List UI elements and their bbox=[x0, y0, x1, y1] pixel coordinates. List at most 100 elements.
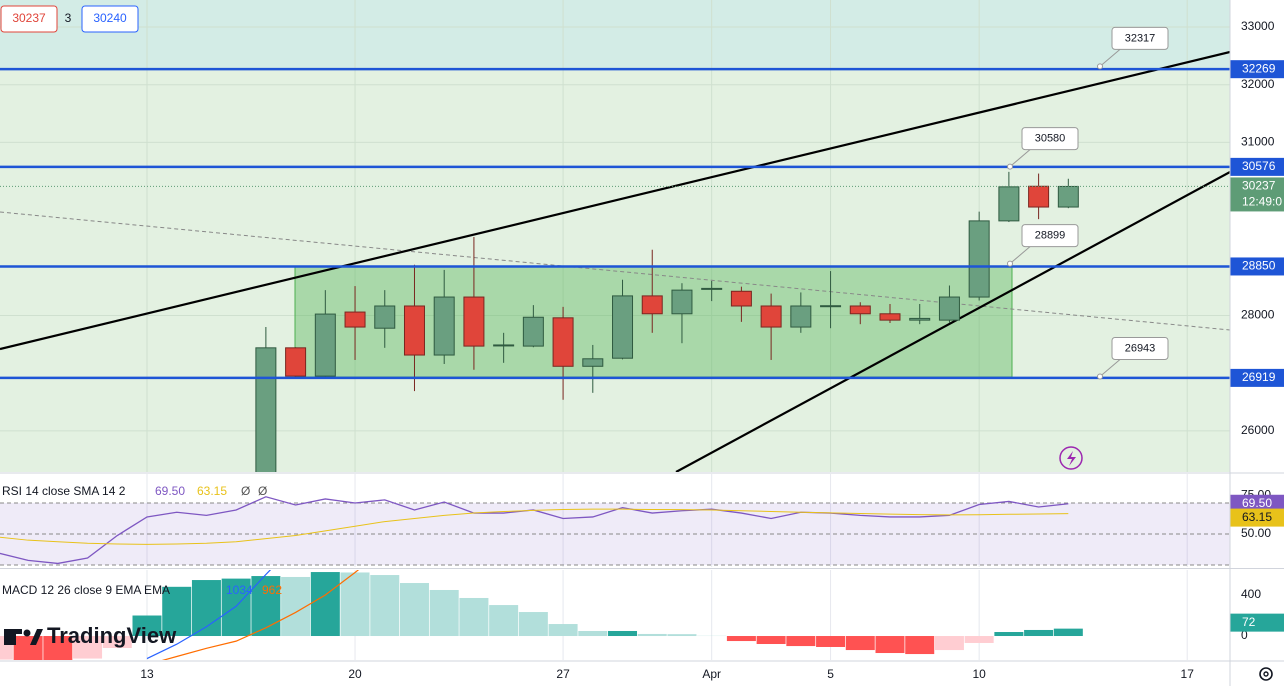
candle-body bbox=[464, 297, 484, 346]
last-price-label: 30237 bbox=[1242, 179, 1276, 193]
gear-center bbox=[1264, 672, 1268, 676]
candle-body bbox=[850, 306, 870, 314]
callout-anchor bbox=[1098, 374, 1103, 379]
indicator-readout: 962 bbox=[262, 583, 282, 597]
countdown: 12:49:0 bbox=[1242, 195, 1282, 209]
y-tick-label: 32000 bbox=[1241, 77, 1275, 91]
candle-body bbox=[256, 348, 276, 486]
level-label: 26919 bbox=[1242, 370, 1276, 384]
y-tick-label: 28000 bbox=[1241, 308, 1275, 322]
histogram-bar bbox=[370, 575, 399, 636]
y-tick-label: 400 bbox=[1241, 587, 1261, 601]
histogram-bar bbox=[667, 634, 696, 636]
histogram-bar bbox=[638, 634, 667, 636]
y-tick-label: 33000 bbox=[1241, 19, 1275, 33]
callout-anchor bbox=[1008, 164, 1013, 169]
histogram-bar bbox=[430, 590, 459, 636]
y-tick-label: 26000 bbox=[1241, 423, 1275, 437]
buy-price: 30240 bbox=[93, 11, 127, 25]
x-tick-label: 20 bbox=[348, 667, 362, 681]
x-tick-label: 13 bbox=[140, 667, 154, 681]
indicator-readout: 72 bbox=[204, 583, 218, 597]
candle-body bbox=[910, 318, 930, 320]
x-tick-label: Apr bbox=[702, 667, 721, 681]
y-tick-label: 31000 bbox=[1241, 135, 1275, 149]
upper-zone bbox=[0, 0, 1230, 70]
value-badge-label: 63.15 bbox=[1242, 510, 1272, 524]
candle-body bbox=[494, 345, 514, 346]
candle-body bbox=[642, 296, 662, 314]
histogram-bar bbox=[341, 572, 370, 636]
logo-part bbox=[4, 629, 22, 634]
level-label: 32269 bbox=[1242, 61, 1276, 75]
candle-body bbox=[761, 306, 781, 327]
candle-body bbox=[523, 317, 543, 346]
value-badge-label: 69.50 bbox=[1242, 496, 1272, 510]
callout-label: 30580 bbox=[1035, 133, 1066, 145]
indicator-readout: 69.50 bbox=[155, 484, 185, 498]
histogram-bar bbox=[400, 583, 429, 636]
callout-label: 28899 bbox=[1035, 230, 1066, 242]
candle-body bbox=[583, 359, 603, 367]
histogram-bar bbox=[519, 612, 548, 636]
histogram-bar bbox=[459, 598, 488, 636]
x-tick-label: 17 bbox=[1181, 667, 1195, 681]
settings-icon[interactable] bbox=[1260, 668, 1272, 680]
histogram-bar bbox=[816, 636, 845, 647]
candle-body bbox=[821, 306, 841, 307]
candle-body bbox=[731, 291, 751, 306]
x-tick-label: 27 bbox=[556, 667, 570, 681]
indicator-readout: Ø bbox=[241, 484, 250, 498]
gear[interactable] bbox=[1260, 668, 1272, 680]
candle-body bbox=[286, 348, 306, 376]
candle-body bbox=[880, 314, 900, 320]
callout-label: 32317 bbox=[1125, 32, 1156, 44]
candle-body bbox=[939, 297, 959, 320]
candle-body bbox=[613, 296, 633, 358]
histogram-bar bbox=[311, 572, 340, 636]
value-badge-label: 72 bbox=[1242, 615, 1256, 629]
histogram-bar bbox=[846, 636, 875, 650]
indicator-title: RSI 14 close SMA 14 2 bbox=[2, 484, 126, 498]
brand-name: TradingView bbox=[47, 623, 177, 648]
logo-part bbox=[24, 630, 31, 637]
spread: 3 bbox=[65, 11, 72, 25]
candle-body bbox=[791, 306, 811, 327]
candle-body bbox=[434, 297, 454, 355]
histogram-bar bbox=[1024, 630, 1053, 636]
histogram-bar bbox=[1054, 629, 1083, 636]
candle-body bbox=[315, 314, 335, 376]
candle-body bbox=[1029, 186, 1049, 207]
range-box bbox=[295, 267, 1012, 377]
candle-body bbox=[345, 312, 365, 327]
candle-body bbox=[404, 306, 424, 355]
histogram-bar bbox=[578, 631, 607, 636]
candle-body bbox=[375, 306, 395, 328]
histogram-bar bbox=[727, 636, 756, 641]
sell-price: 30237 bbox=[12, 11, 46, 25]
histogram-bar bbox=[994, 632, 1023, 636]
indicator-readout: 63.15 bbox=[197, 484, 227, 498]
candle-body bbox=[969, 221, 989, 297]
indicator-readout: Ø bbox=[258, 484, 267, 498]
candle-body bbox=[672, 290, 692, 314]
candle-body bbox=[702, 288, 722, 289]
y-tick-label: 50.00 bbox=[1241, 526, 1271, 540]
histogram-bar bbox=[935, 636, 964, 650]
callout-anchor bbox=[1008, 261, 1013, 266]
callout-label: 26943 bbox=[1125, 342, 1156, 354]
callout-anchor bbox=[1098, 64, 1103, 69]
indicator-title: MACD 12 26 close 9 EMA EMA bbox=[2, 583, 170, 597]
histogram-bar bbox=[489, 605, 518, 636]
candle-body bbox=[999, 187, 1019, 221]
histogram-bar bbox=[608, 631, 637, 636]
candle-body bbox=[1058, 186, 1078, 207]
x-tick-label: 10 bbox=[972, 667, 986, 681]
indicator-readout: 1034 bbox=[226, 583, 253, 597]
x-tick-label: 5 bbox=[827, 667, 834, 681]
histogram-bar bbox=[965, 636, 994, 643]
histogram-bar bbox=[549, 624, 578, 636]
histogram-bar bbox=[786, 636, 815, 646]
histogram-bar bbox=[905, 636, 934, 654]
